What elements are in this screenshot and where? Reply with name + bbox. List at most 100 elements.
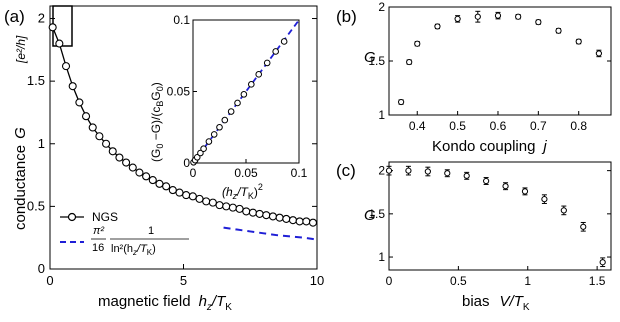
- inset-point: [216, 123, 223, 131]
- panel-c-point: [599, 259, 606, 266]
- panel-c-ticks: 1 1.5 2 0 0.5 1 1.5: [368, 164, 611, 288]
- panel-a-series-ngs: [48, 23, 318, 227]
- panel-c-point: [424, 168, 431, 175]
- panel-c-point: [560, 207, 567, 214]
- ngs-point: [268, 212, 277, 221]
- panel-c-point: [385, 167, 393, 174]
- panel-b-xtick-label: 0.7: [530, 119, 547, 133]
- panel-a-ylabel: conductanceG: [12, 127, 29, 230]
- inset-point: [227, 108, 235, 115]
- inset-point: [255, 71, 263, 78]
- ngs-point: [228, 203, 237, 212]
- panel-b-ytick-label: 2: [378, 0, 385, 14]
- panel-a-xtick-label: 5: [180, 273, 187, 288]
- panel-c-point: [521, 188, 529, 195]
- panel-b-point: [515, 13, 522, 20]
- ngs-point: [222, 202, 231, 211]
- ngs-point: [262, 211, 271, 220]
- ngs-point: [155, 179, 164, 188]
- ngs-point: [202, 197, 211, 206]
- inset-xlabel: (hz/TK)2: [222, 182, 263, 201]
- panel-c-point: [405, 167, 412, 174]
- ngs-point: [148, 176, 157, 185]
- inset-point: [272, 48, 279, 55]
- inset-ylabel: (G0 −G)/(cBG0): [149, 82, 165, 162]
- legend-formula-den: 16: [92, 242, 104, 254]
- panel-b-point: [474, 13, 481, 20]
- panel-b-point: [454, 15, 461, 22]
- panel-b-label: (b): [336, 7, 357, 26]
- ngs-point: [61, 62, 71, 71]
- panel-b-xtick-label: 0.8: [570, 119, 587, 133]
- panel-b-xtick-label: 0.6: [490, 119, 507, 133]
- inset-point: [248, 81, 255, 88]
- panel-b-ytick-label: 1: [378, 108, 385, 122]
- panel-b-xtick-label: 0.5: [449, 119, 466, 133]
- panel-a-ytick-label: 2: [38, 11, 45, 26]
- panel-a-y-ticks: 0 0.5 1 1.5 2: [27, 11, 317, 276]
- panel-c-xtick-label: 0.5: [450, 274, 467, 288]
- panel-a-label: (a): [4, 7, 25, 26]
- ngs-point: [135, 168, 144, 177]
- ngs-point: [242, 207, 251, 216]
- panel-a-xtick-label: 0: [46, 273, 53, 288]
- inset-xtick-label: 0: [190, 166, 197, 180]
- legend-formula-frac-num: 1: [148, 225, 154, 237]
- panel-c-label: (c): [336, 161, 356, 180]
- inset-xtick-label: 0.05: [234, 166, 258, 180]
- inset-point: [240, 91, 248, 98]
- inset-ytick-label: 0: [183, 156, 190, 170]
- panel-b-point: [555, 27, 562, 34]
- panel-b-point: [595, 50, 602, 57]
- panel-a-ytick-label: 1: [38, 136, 45, 151]
- panel-c-point: [444, 170, 451, 177]
- ngs-point: [95, 132, 104, 141]
- panel-c-xtick-label: 0: [386, 274, 393, 288]
- ngs-point: [142, 172, 151, 181]
- ngs-point: [215, 201, 224, 210]
- panel-c-point: [463, 172, 470, 179]
- panel-c-ytick-label: 1: [378, 250, 385, 264]
- legend-formula-num: π²: [93, 225, 104, 237]
- inset-points: [190, 38, 288, 166]
- ngs-point: [282, 214, 291, 223]
- inset-point: [263, 59, 271, 67]
- inset-ytick-label: 0.05: [167, 85, 191, 99]
- panel-a-ytick-label: 0.5: [27, 198, 45, 213]
- panel-c-frame: [388, 161, 612, 271]
- ngs-point: [81, 112, 91, 121]
- panel-c-point: [541, 196, 548, 203]
- panel-c-point: [502, 183, 509, 190]
- ngs-point: [308, 218, 318, 227]
- panel-a-legend: NGS π² 16 1 ln²(hz/TK): [60, 210, 189, 257]
- ngs-point: [248, 208, 257, 217]
- legend-formula-frac-den: ln²(hz/TK): [111, 243, 156, 257]
- inset-point: [234, 99, 241, 107]
- panel-b-ticks: 1 1.5 2 0.4 0.5 0.6 0.7 0.8: [368, 0, 611, 133]
- panel-b-point: [434, 23, 441, 30]
- panel-a-xlabel: magnetic field hz/TK: [98, 293, 232, 313]
- ngs-point: [235, 204, 244, 213]
- panel-c: (c) 1 1.5 2 0 0.5 1 1.5 G bias V/TK: [336, 161, 612, 313]
- panel-a-yunit: [e²/h]: [14, 35, 28, 64]
- ngs-point: [302, 217, 311, 226]
- panel-b-point: [535, 19, 542, 26]
- panel-a-ytick-label: 1.5: [27, 73, 45, 88]
- inset-point: [205, 138, 213, 145]
- ngs-point: [195, 194, 204, 203]
- panel-b-point: [575, 38, 582, 45]
- panel-c-ytick-label: 2: [378, 164, 385, 178]
- inset-point: [193, 153, 201, 161]
- inset-point: [197, 149, 204, 157]
- ngs-point: [188, 192, 197, 201]
- inset-point: [280, 38, 288, 45]
- ngs-point: [182, 191, 191, 200]
- ngs-point: [102, 139, 111, 148]
- inset-ytick-label: 0.1: [173, 13, 190, 27]
- panel-c-point: [580, 223, 587, 230]
- ngs-point: [208, 198, 217, 207]
- legend-ngs-marker: [67, 212, 77, 222]
- panel-c-ytick-label: 1.5: [368, 207, 385, 221]
- legend-ngs-label: NGS: [92, 210, 118, 224]
